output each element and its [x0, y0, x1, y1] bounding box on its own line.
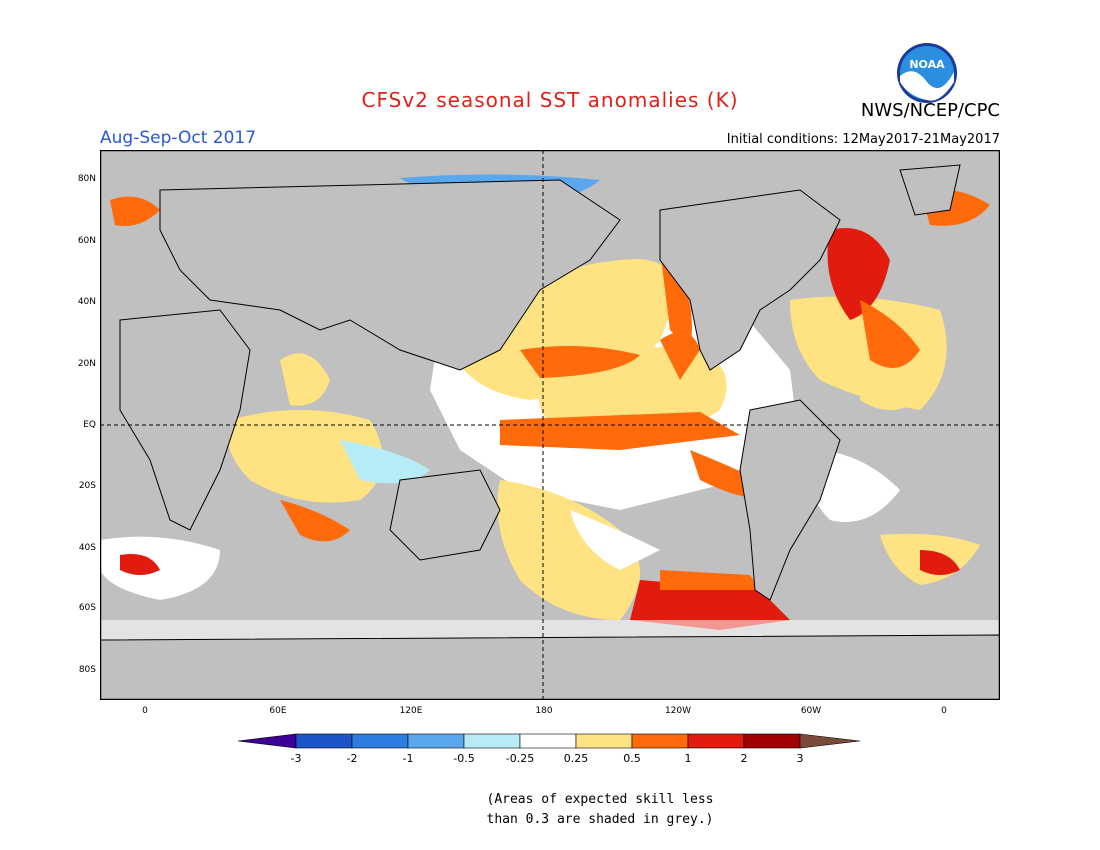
colorbar-label: 3	[796, 752, 804, 765]
initial-conditions-label: Initial conditions: 12May2017-21May2017	[726, 132, 1000, 147]
continents	[100, 164, 1000, 700]
lat-tick: 60S	[78, 603, 96, 613]
sst-anomaly-map	[100, 150, 1000, 700]
colorbar-label: 0.25	[563, 752, 589, 765]
colorbar-label: -1	[402, 752, 414, 765]
svg-text:NOAA: NOAA	[909, 58, 945, 71]
colorbar-label: 2	[740, 752, 748, 765]
lat-tick: EQ	[83, 420, 96, 430]
lon-tick: 0	[142, 706, 148, 716]
lon-tick: 120E	[399, 706, 423, 716]
organization-label: NWS/NCEP/CPC	[860, 100, 1000, 121]
lat-tick: 60N	[77, 236, 96, 246]
lat-tick: 20N	[77, 359, 96, 369]
colorbar	[238, 733, 861, 749]
lon-tick: 0	[941, 706, 947, 716]
skill-note-line2: than 0.3 are shaded in grey.)	[486, 812, 714, 827]
lat-tick: 40N	[77, 297, 96, 307]
lon-tick: 180	[535, 706, 553, 716]
noaa-logo: NOAA	[897, 43, 957, 103]
map-frame	[100, 150, 1000, 700]
colorbar-label: -0.25	[505, 752, 535, 765]
colorbar-label: -0.5	[453, 752, 475, 765]
colorbar-label: 0.5	[623, 752, 641, 765]
lat-tick: 80S	[78, 665, 96, 675]
colorbar-label: 1	[684, 752, 692, 765]
lon-tick: 60E	[269, 706, 287, 716]
lon-tick: 120W	[664, 706, 692, 716]
lon-tick: 60W	[800, 706, 822, 716]
season-label: Aug-Sep-Oct 2017	[100, 128, 257, 148]
colorbar-label: -2	[346, 752, 358, 765]
chart-title: CFSv2 seasonal SST anomalies (K)	[361, 88, 739, 112]
lat-tick: 40S	[78, 543, 96, 553]
lat-tick: 20S	[78, 481, 96, 491]
colorbar-label: -3	[290, 752, 302, 765]
skill-note-line1: (Areas of expected skill less	[486, 792, 714, 807]
lat-tick: 80N	[77, 174, 96, 184]
